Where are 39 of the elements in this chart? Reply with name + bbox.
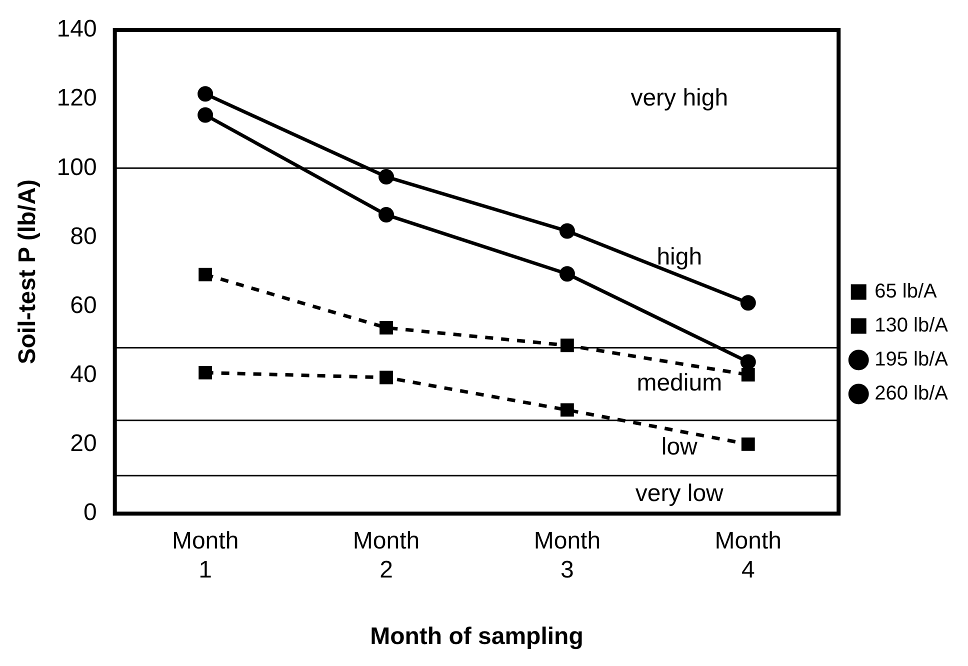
- point: [559, 223, 575, 239]
- x-tick-label: Month 3: [534, 528, 601, 584]
- y-tick-label: 20: [70, 430, 97, 458]
- legend-label: 195 lb/A: [874, 348, 949, 371]
- y-tick-label: 80: [70, 222, 97, 250]
- annotation: low: [661, 434, 698, 461]
- legend-label: 260 lb/A: [874, 382, 949, 405]
- x-axis-title: Month of sampling: [370, 623, 584, 650]
- point: [198, 366, 212, 380]
- y-tick-label: 60: [70, 292, 97, 319]
- y-tick-label: 140: [56, 16, 97, 43]
- point: [198, 107, 214, 123]
- x-tick-label: Month 2: [352, 528, 420, 584]
- x-tick-label: Month 4: [714, 528, 782, 584]
- point: [560, 403, 574, 417]
- point: [380, 321, 393, 334]
- legend-label: 65 lb/A: [874, 280, 938, 303]
- point: [741, 368, 755, 382]
- point: [378, 207, 394, 223]
- y-tick-label: 0: [83, 499, 97, 526]
- annotation: very low: [635, 480, 724, 508]
- point: [559, 266, 575, 282]
- point: [198, 86, 214, 102]
- point: [380, 370, 393, 384]
- point: [740, 295, 756, 311]
- point: [378, 169, 394, 185]
- legend-label: 130 lb/A: [874, 314, 949, 337]
- point: [741, 437, 755, 451]
- point: [198, 268, 212, 282]
- annotation: high: [656, 244, 702, 271]
- y-tick-label: 120: [56, 84, 97, 112]
- annotation: very high: [630, 84, 728, 112]
- annotation: medium: [636, 370, 722, 397]
- y-tick-label: 40: [70, 361, 97, 388]
- point: [740, 354, 756, 370]
- y-tick-label: 100: [56, 154, 97, 181]
- x-tick-label: Month 1: [172, 528, 239, 584]
- y-axis-title: Soil-test P (lb/A): [14, 179, 42, 364]
- point: [560, 338, 574, 352]
